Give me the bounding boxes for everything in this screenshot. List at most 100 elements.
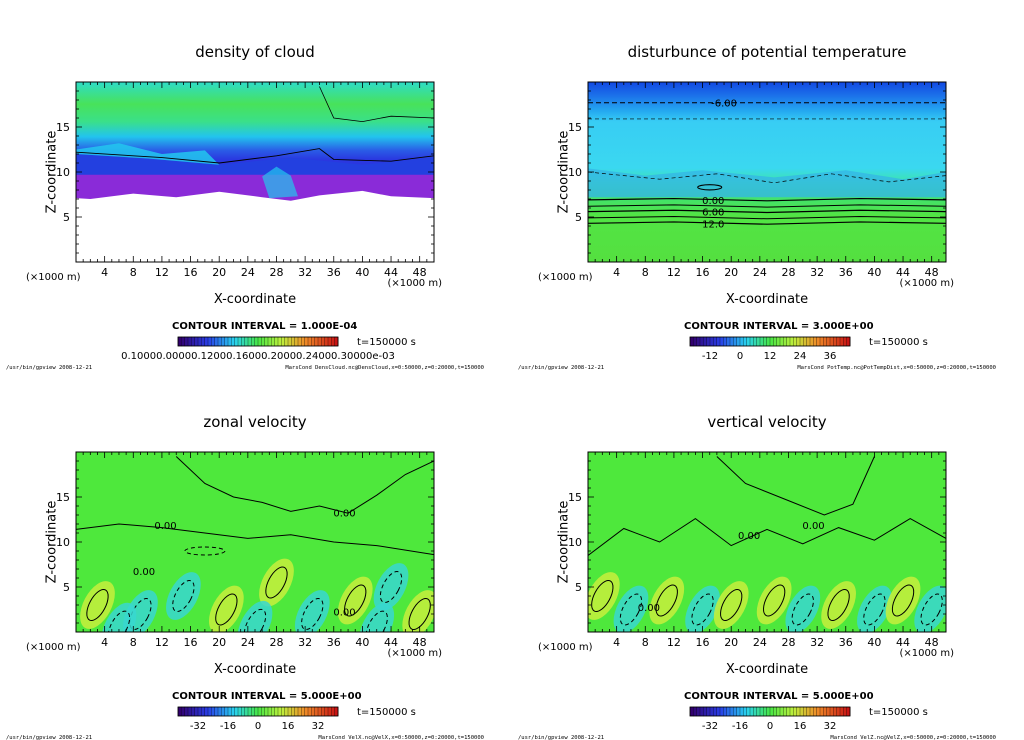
colorbar-cell	[261, 706, 266, 717]
colorbar-cell	[294, 336, 299, 347]
colorbar-cell	[743, 336, 748, 347]
contour-label: -6.00	[711, 99, 737, 110]
x-tick-label: 48	[925, 266, 939, 279]
velocity-cell	[373, 563, 409, 611]
colorbar-cell	[783, 706, 788, 717]
colorbar-cell	[254, 336, 259, 347]
colorbar-cell	[284, 706, 289, 717]
colorbar-cell	[773, 336, 778, 347]
colorbar-cell	[726, 336, 731, 347]
colorbar-cell	[197, 706, 202, 717]
panel-potential-temperature: disturbunce of potential temperature -6.0…	[512, 0, 1024, 370]
colorbar-cell	[177, 706, 182, 717]
colorbar-cell	[826, 336, 831, 347]
colorbar-cell	[839, 336, 844, 347]
colorbar-cell	[217, 706, 222, 717]
contour-interval: CONTOUR INTERVAL = 5.000E+00	[172, 691, 362, 702]
contour-label: 0.00	[738, 531, 760, 542]
colorbar-tick-label: 0	[255, 721, 261, 732]
time-label: t=150000 s	[869, 707, 928, 718]
colorbar-cell	[759, 706, 764, 717]
colorbar-cell	[261, 336, 266, 347]
y-tick-label: 10	[568, 536, 582, 549]
colorbar-cell	[231, 336, 236, 347]
colorbar-cell	[829, 706, 834, 717]
colorbar-cell	[816, 336, 821, 347]
colorbar-tick-labels: 0.10000.00000.12000.16000.20000.24000.30…	[121, 351, 395, 362]
colorbar-cell	[251, 706, 256, 717]
colorbar-cell	[184, 336, 189, 347]
contour-loop	[184, 546, 226, 556]
colorbar-cell	[324, 706, 329, 717]
colorbar-cell	[739, 336, 744, 347]
colorbar-cell	[311, 336, 316, 347]
x-tick-label: 4	[101, 266, 108, 279]
contour-loop	[86, 589, 109, 621]
colorbar-cell	[713, 706, 718, 717]
colorbar-cell	[241, 706, 246, 717]
contour-loop	[129, 598, 152, 630]
y-unit-label: (×1000 m)	[538, 642, 593, 653]
colorbar-cell	[733, 336, 738, 347]
colorbar-cell	[207, 706, 212, 717]
contour-loop	[619, 593, 643, 626]
contour-label: 0.00	[638, 603, 660, 614]
colorbar-cell	[181, 336, 186, 347]
x-tick-label: 24	[753, 266, 767, 279]
colorbar-cell	[181, 706, 186, 717]
colorbar-cell	[826, 706, 831, 717]
velocity-cell	[649, 576, 685, 625]
colorbar-cell	[813, 336, 818, 347]
colorbar-frame	[689, 336, 851, 347]
colorbar-cell	[836, 336, 841, 347]
x-tick-label: 4	[613, 636, 620, 649]
plot-area	[76, 452, 434, 632]
footer-left: /usr/bin/gpview 2008-12-21	[518, 735, 604, 740]
colorbar-cell	[197, 336, 202, 347]
panel-vertical-velocity: vertical velocity 0.00 0.00 0.00 4 8 12 16 20 24 2…	[512, 370, 1024, 740]
time-label: t=150000 s	[869, 337, 928, 348]
x-tick-label: 8	[130, 636, 137, 649]
footer-right: MarsCond_VelX.nc@VelX,x=0:50000,z=0:2000…	[318, 735, 484, 740]
y-tick-label: 15	[56, 491, 70, 504]
colorbar-cell	[247, 336, 252, 347]
colorbar-cell	[194, 706, 199, 717]
colorbar-cell	[281, 336, 286, 347]
colorbar-cell	[274, 336, 279, 347]
colorbar-cell	[311, 706, 316, 717]
x-tick-label: 48	[925, 636, 939, 649]
colorbar-cell	[793, 336, 798, 347]
cloud-purple-band	[76, 174, 434, 201]
velocity-cell	[208, 585, 244, 632]
contour-loop	[791, 593, 814, 626]
colorbar-cell	[766, 336, 771, 347]
colorbar-cell	[756, 336, 761, 347]
colorbar-cell	[241, 336, 246, 347]
colorbar-frame	[689, 706, 851, 717]
x-tick-label: 28	[781, 266, 795, 279]
colorbar-cell	[244, 336, 249, 347]
contour-line	[588, 209, 946, 214]
colorbar-cell	[321, 336, 326, 347]
colorbar-cell	[719, 336, 724, 347]
colorbar-cell	[693, 336, 698, 347]
x-tick-label: 32	[298, 636, 312, 649]
colorbar	[177, 706, 339, 717]
velocity-cell	[101, 602, 137, 632]
contour-label: 12.0	[702, 219, 724, 230]
colorbar-cell	[187, 336, 192, 347]
x-tick-label: 36	[327, 266, 341, 279]
contour-label: 0.00	[702, 196, 724, 207]
colorbar-cell	[257, 336, 262, 347]
x-tick-label: 40	[355, 636, 369, 649]
colorbar	[689, 706, 851, 717]
contour-line	[76, 148, 434, 164]
contour-loop	[344, 584, 367, 617]
colorbar-cell	[756, 706, 761, 717]
contour-interval: CONTOUR INTERVAL = 1.000E-04	[172, 321, 357, 332]
contour-line	[588, 197, 946, 202]
contour-loop	[215, 593, 238, 626]
colorbar-cell	[307, 706, 312, 717]
colorbar-frame	[177, 706, 339, 717]
